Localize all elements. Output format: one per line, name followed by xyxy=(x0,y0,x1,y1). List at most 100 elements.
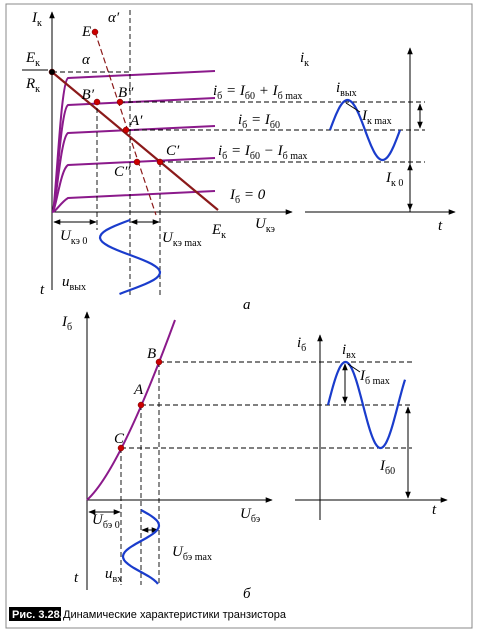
label-text: A′ xyxy=(129,113,143,129)
label-text: t xyxy=(438,218,443,234)
subscript: б max xyxy=(283,151,308,162)
point xyxy=(93,98,101,106)
label-text: U xyxy=(60,228,72,244)
label-text: = I xyxy=(222,83,246,99)
label: B xyxy=(147,346,156,362)
label-text: U xyxy=(172,544,184,560)
point xyxy=(137,401,145,409)
label-text: R xyxy=(25,76,35,92)
input-characteristic xyxy=(86,319,176,501)
label-text: A xyxy=(133,382,144,398)
output-characteristic xyxy=(51,157,216,213)
point xyxy=(116,98,124,106)
label: A′ xyxy=(129,113,143,129)
label-text: C xyxy=(114,431,125,447)
label-text: U xyxy=(162,230,174,246)
label: A xyxy=(133,382,144,398)
label-text: α′ xyxy=(108,10,120,26)
label: uвых xyxy=(62,274,86,293)
label-text: = I xyxy=(247,112,271,128)
point xyxy=(48,68,56,76)
subscript: к xyxy=(221,230,226,241)
label: Iк xyxy=(31,10,42,29)
label-text: B xyxy=(147,346,156,362)
subscript: к xyxy=(35,58,40,69)
load-line xyxy=(51,71,219,211)
label: uвх xyxy=(105,566,122,585)
label: iвых xyxy=(336,80,357,99)
label-text: t xyxy=(40,282,45,298)
label: α xyxy=(82,52,91,68)
leader-line xyxy=(345,102,361,113)
label-text: − I xyxy=(260,143,284,159)
label-text: B′ xyxy=(82,87,95,103)
subscript: к xyxy=(304,58,309,69)
label-text: i xyxy=(238,112,242,128)
subscript: б0 xyxy=(245,91,255,102)
label-text: E xyxy=(81,24,91,40)
label-text: t xyxy=(432,502,437,518)
label: B′ xyxy=(82,87,95,103)
output-waveform xyxy=(98,218,162,296)
label: а xyxy=(243,297,251,313)
point xyxy=(156,158,164,166)
label-text: I xyxy=(385,170,392,186)
label-text: t xyxy=(74,570,79,586)
figure-number: Рис. 3.28. xyxy=(12,609,63,621)
label: iк xyxy=(300,50,309,69)
output-characteristic xyxy=(51,190,216,213)
label: б xyxy=(243,586,251,602)
label: Rк xyxy=(25,76,40,95)
subscript: б max xyxy=(365,376,390,387)
subscript: к xyxy=(35,84,40,95)
label-text: i xyxy=(218,143,222,159)
figure-caption: Динамические характеристики транзистора xyxy=(63,609,287,621)
point xyxy=(122,126,130,134)
label: Eк xyxy=(25,50,40,69)
label: t xyxy=(74,570,79,586)
input-waveform xyxy=(121,509,161,585)
point xyxy=(155,358,163,366)
subscript: бэ xyxy=(251,514,260,525)
label-text: I xyxy=(31,10,38,26)
dashed-load-line xyxy=(94,31,157,216)
label-text: u xyxy=(105,566,113,582)
label-text: i xyxy=(342,342,346,358)
subscript: б0 xyxy=(270,120,280,131)
label: C″ xyxy=(114,164,131,180)
label: iб = Iб0 + Iб max xyxy=(213,83,302,102)
label-text: α xyxy=(82,52,91,68)
subscript: кэ max xyxy=(173,238,202,249)
label: Iк max xyxy=(361,108,392,127)
label-text: I xyxy=(359,368,366,384)
subscript: к xyxy=(37,18,42,29)
label-text: U xyxy=(92,512,104,528)
subscript: бэ max xyxy=(183,552,212,563)
label-text: u xyxy=(62,274,70,290)
subscript: б xyxy=(67,322,72,333)
subscript: б0 xyxy=(250,151,260,162)
label-text: E xyxy=(211,222,221,238)
label-text: i xyxy=(297,335,301,351)
point xyxy=(91,28,99,36)
label-text: E xyxy=(25,50,35,66)
subscript: б xyxy=(235,195,240,206)
label-text: а xyxy=(243,297,251,313)
base-waveform xyxy=(326,360,407,450)
label: B″ xyxy=(118,85,134,101)
subscript: вх xyxy=(113,574,123,585)
label: Iб0 xyxy=(379,458,395,477)
label: Iк 0 xyxy=(385,170,403,189)
label: C xyxy=(114,431,125,447)
label-text: I xyxy=(229,187,236,203)
subscript: вых xyxy=(340,88,356,99)
label: Iб = 0 xyxy=(229,187,266,206)
label-text: U xyxy=(240,506,252,522)
collector-waveform xyxy=(328,98,402,162)
label: t xyxy=(40,282,45,298)
point xyxy=(133,158,141,166)
subscript: б xyxy=(217,91,222,102)
label: Iб max xyxy=(359,368,390,387)
subscript: бэ 0 xyxy=(103,520,120,531)
subscript: к max xyxy=(367,116,392,127)
